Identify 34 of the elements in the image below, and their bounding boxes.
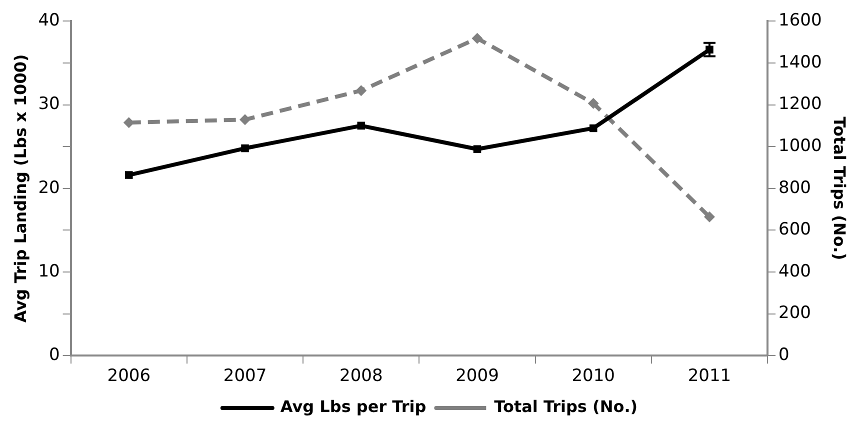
x-tick-label: 2011 — [688, 366, 732, 386]
point — [472, 32, 483, 44]
point — [704, 211, 715, 222]
y2-tick-label: 800 — [778, 178, 811, 198]
y2-tick-label: 600 — [778, 220, 811, 240]
x-tick-label: 2006 — [107, 366, 151, 386]
point — [125, 171, 133, 179]
point — [473, 145, 482, 153]
y2-tick-label: 0 — [778, 345, 790, 366]
legend-label: Avg Lbs per Trip — [280, 397, 426, 416]
y-tick-label: 20 — [38, 178, 60, 198]
point — [357, 122, 366, 130]
y2-tick-label: 1000 — [778, 136, 822, 156]
y-tick-label: 0 — [49, 345, 60, 366]
point — [241, 144, 249, 152]
y-tick-label: 10 — [38, 261, 60, 282]
x-tick-label: 2008 — [339, 366, 383, 386]
legend-label: Total Trips (No.) — [494, 397, 638, 416]
point — [588, 98, 599, 109]
x-tick-label: 2009 — [456, 366, 499, 386]
point — [356, 85, 367, 96]
y-tick-label: 40 — [38, 10, 60, 31]
x-tick-label: 2010 — [572, 366, 615, 386]
y-tick-label: 30 — [38, 94, 60, 114]
y2-tick-label: 1200 — [778, 94, 822, 114]
x-tick-label: 2007 — [223, 366, 267, 386]
point — [240, 114, 251, 126]
y2-tick-label: 1400 — [778, 52, 822, 72]
y2-tick-label: 400 — [778, 261, 811, 282]
point — [589, 124, 598, 132]
y2-tick-label: 1600 — [778, 10, 822, 31]
y2-tick-label: 200 — [778, 303, 811, 324]
y2-axis-title: Total Trips (No.) — [830, 116, 850, 260]
y-axis-title: Avg Trip Landing (Lbs x 1000) — [10, 54, 30, 323]
